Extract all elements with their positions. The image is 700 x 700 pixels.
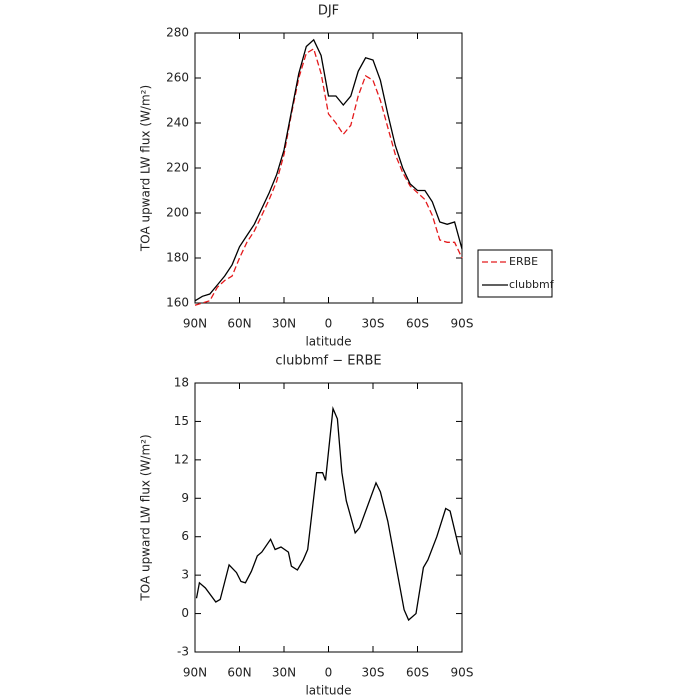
x-axis-label: latitude: [305, 684, 351, 698]
y-tick-label: 220: [166, 161, 189, 175]
y-tick-label: 12: [174, 452, 189, 466]
y-tick-label: -3: [177, 645, 189, 659]
data-line: [194, 38, 463, 302]
chart-title: DJF: [318, 4, 339, 19]
x-tick-label: 90N: [183, 666, 207, 680]
x-tick-label: 90S: [451, 666, 474, 680]
x-tick-label: 0: [325, 317, 333, 331]
y-axis-label: TOA upward LW flux (W/m²): [139, 85, 153, 252]
y-tick-label: 0: [181, 606, 189, 620]
legend-box: [477, 249, 553, 298]
legend-label: clubbmf: [509, 278, 555, 291]
data-line: [195, 406, 462, 622]
y-tick-label: 260: [166, 71, 189, 85]
x-tick-label: 30S: [362, 317, 385, 331]
x-tick-label: 30S: [362, 666, 385, 680]
x-tick-label: 90S: [451, 317, 474, 331]
legend-label: ERBE: [509, 255, 538, 268]
y-axis-label: TOA upward LW flux (W/m²): [139, 434, 153, 601]
y-tick-label: 6: [181, 529, 189, 543]
y-tick-label: 18: [174, 376, 189, 390]
x-tick-label: 30N: [272, 317, 296, 331]
y-tick-label: 200: [166, 206, 189, 220]
y-tick-label: 15: [174, 414, 189, 428]
plot-frame: [194, 382, 463, 653]
x-tick-label: 30N: [272, 666, 296, 680]
x-tick-label: 90N: [183, 317, 207, 331]
y-tick-label: 280: [166, 26, 189, 40]
x-axis-label: latitude: [305, 335, 351, 349]
x-tick-label: 60N: [227, 666, 251, 680]
x-tick-label: 60S: [406, 666, 429, 680]
y-tick-label: 180: [166, 251, 189, 265]
x-tick-label: 0: [325, 666, 333, 680]
chart-title: clubbmf − ERBE: [275, 354, 381, 369]
y-tick-label: 9: [181, 491, 189, 505]
x-tick-label: 60S: [406, 317, 429, 331]
y-tick-label: 3: [181, 568, 189, 582]
y-tick-label: 240: [166, 116, 189, 130]
data-line: [194, 47, 463, 306]
plot-frame: [194, 32, 463, 304]
y-tick-label: 160: [166, 296, 189, 310]
x-tick-label: 60N: [227, 317, 251, 331]
